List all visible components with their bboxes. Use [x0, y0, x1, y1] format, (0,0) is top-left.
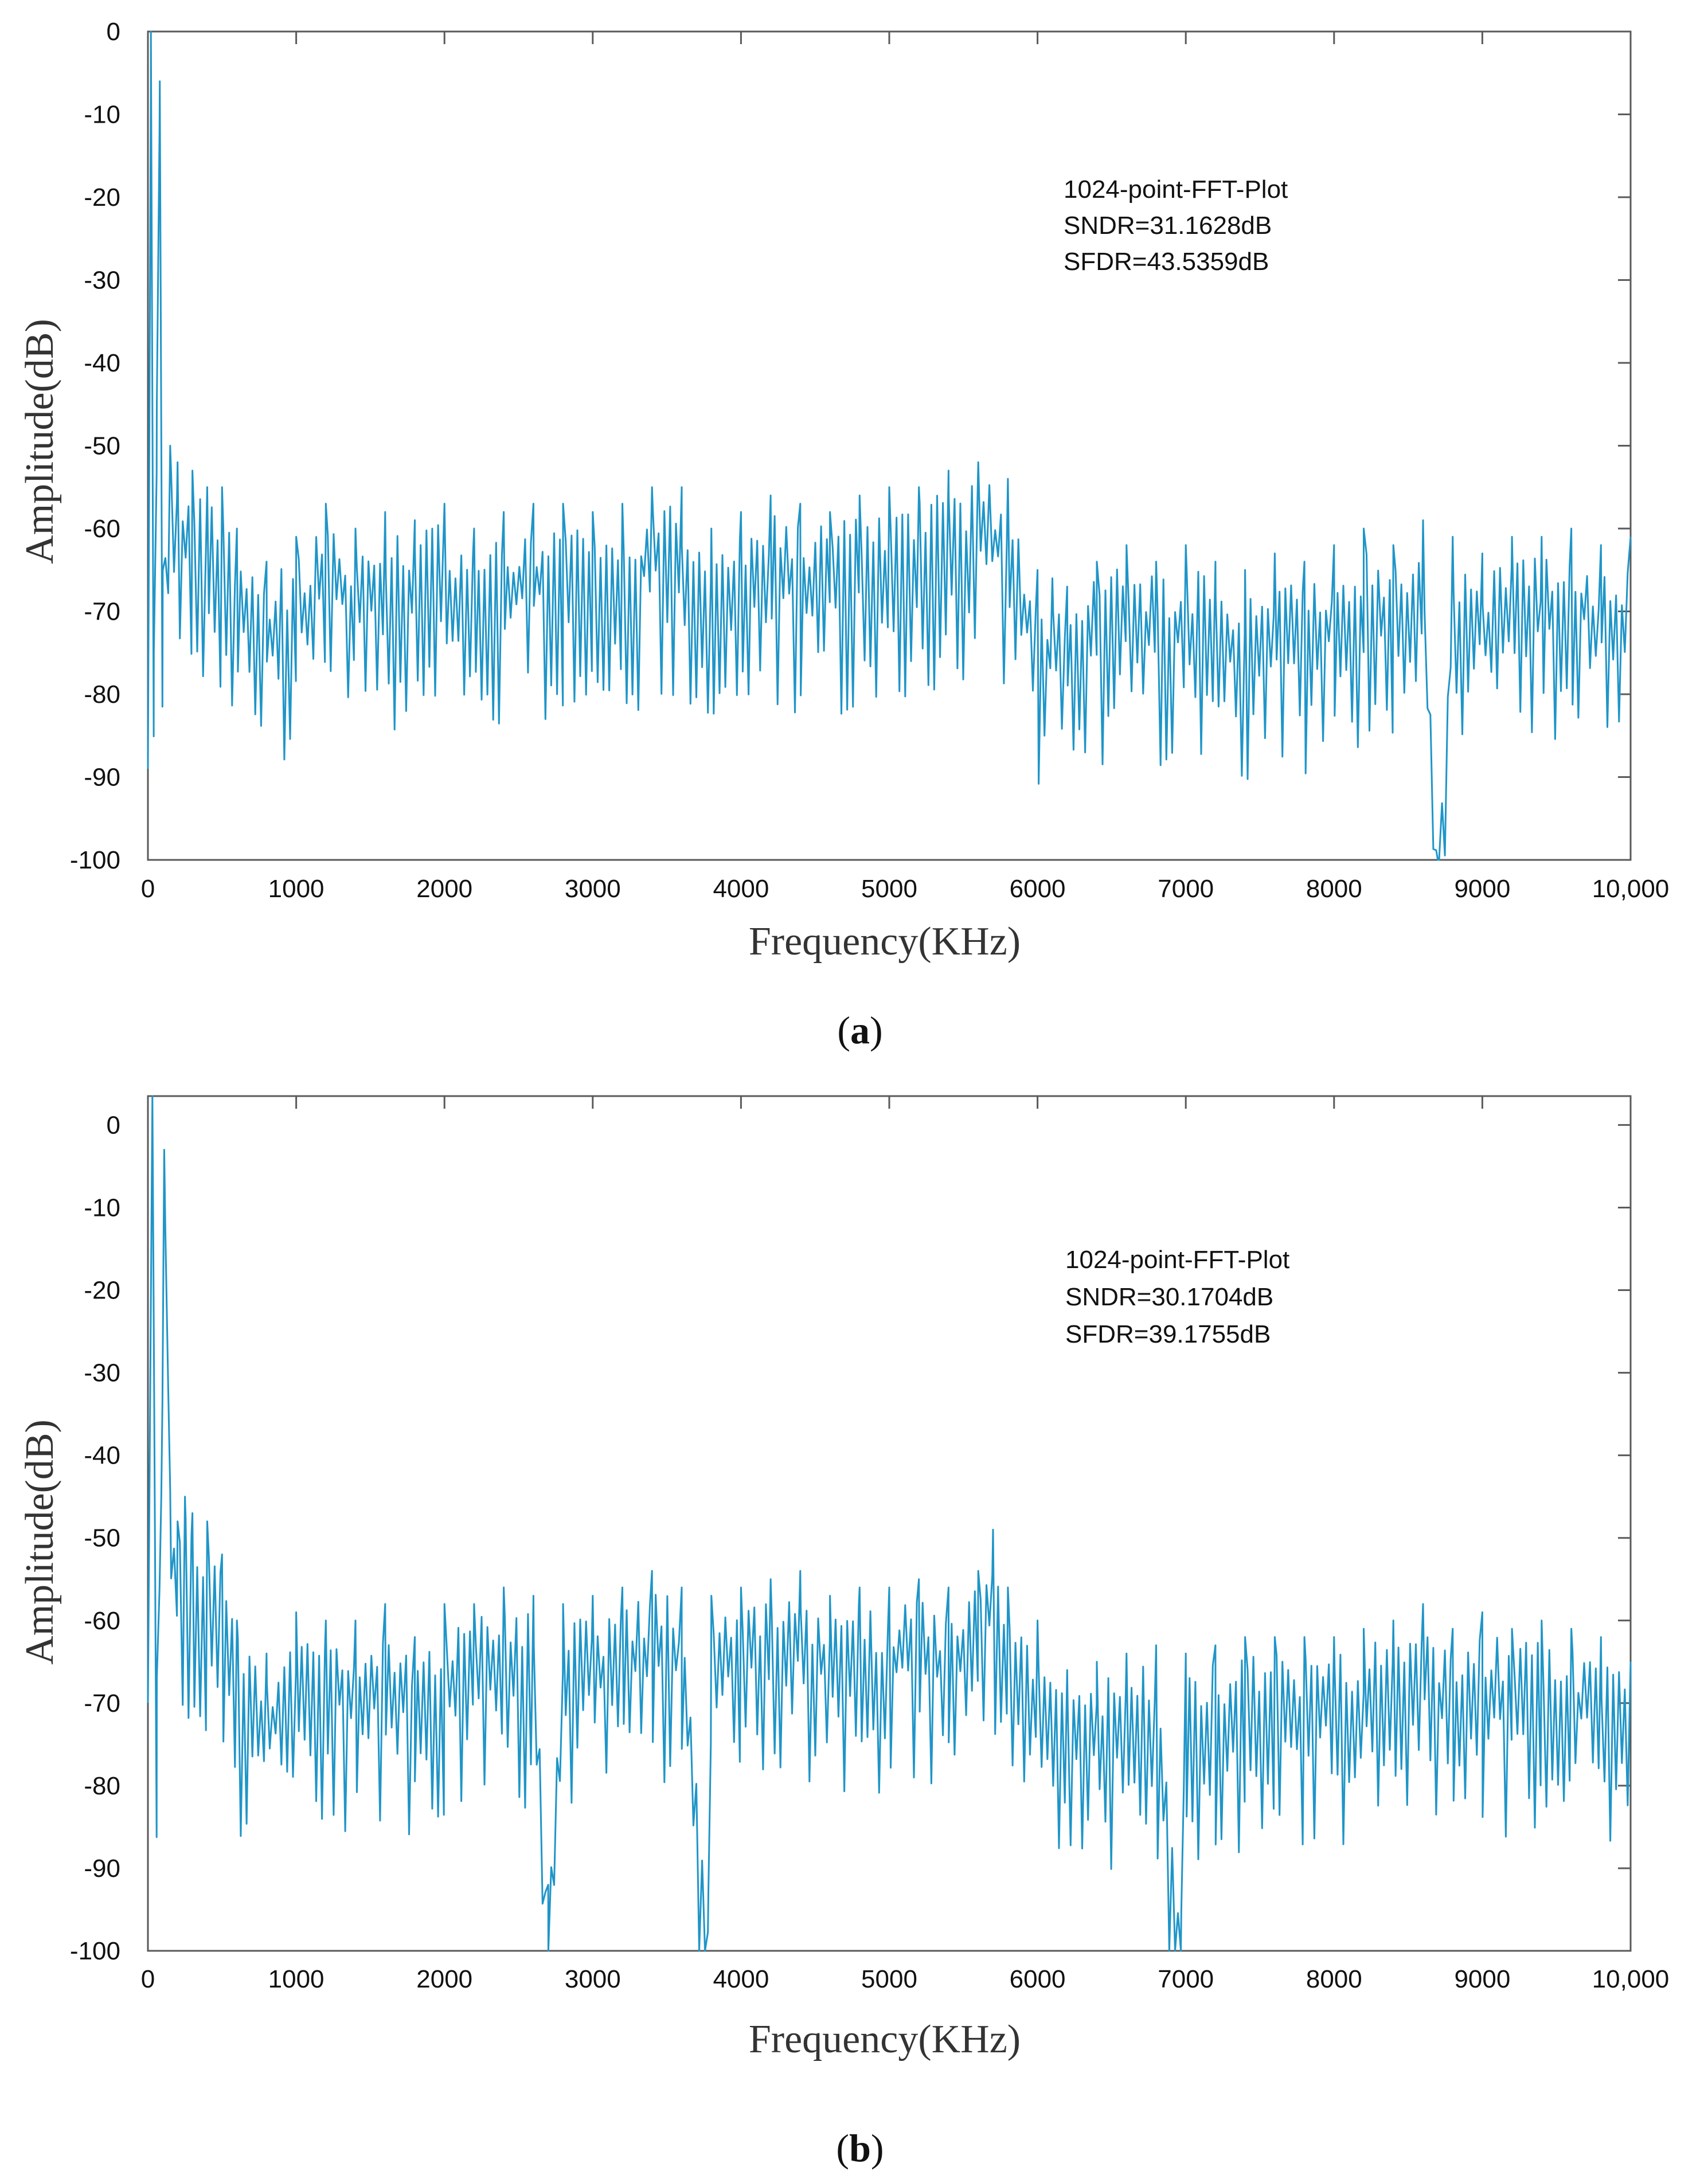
x-tick-label: 3000	[565, 875, 621, 903]
x-tick-labels-a: 0 1000 2000 3000 4000 5000 6000 7000 8000 9000 10,…	[141, 875, 1670, 903]
y-tick-label: -50	[84, 1524, 120, 1552]
x-tick-label: 2000	[416, 875, 472, 903]
y-tick-labels-b: 0 -10 -20 -30 -40 -50 -60 -70 -80 -90 -100	[70, 1111, 120, 1965]
x-tick-label: 7000	[1158, 875, 1214, 903]
y-tick-label: -60	[84, 515, 120, 543]
y-tick-label: -30	[84, 267, 120, 295]
annotation-sndr-b: SNDR=30.1704dB	[1065, 1283, 1273, 1311]
x-tick-label: 10,000	[1592, 875, 1670, 903]
x-tick-label: 10,000	[1592, 1965, 1670, 1993]
x-tick-label: 6000	[1010, 1965, 1066, 1993]
annotation-sfdr-b: SFDR=39.1755dB	[1065, 1320, 1271, 1348]
x-tick-label: 9000	[1454, 1965, 1510, 1993]
y-tick-label: -90	[84, 764, 120, 792]
x-tick-label: 4000	[713, 875, 769, 903]
y-tick-label: 0	[107, 18, 120, 46]
x-tick-label: 5000	[861, 1965, 917, 1993]
y-tick-label: -20	[84, 1277, 120, 1305]
plot-frame-b	[147, 1095, 1632, 1952]
y-tick-label: -70	[84, 1689, 120, 1718]
x-tick-label: 0	[141, 1965, 155, 1993]
x-tick-label: 3000	[565, 1965, 621, 1993]
y-tick-label: -40	[84, 1442, 120, 1470]
x-tick-label: 2000	[416, 1965, 472, 1993]
panel-a: 0 -10 -20 -30 -40 -50 -60 -70 -80 -90 -100 0 1000 20…	[18, 18, 1669, 1052]
x-axis-title-b: Frequency(KHz)	[749, 2017, 1021, 2061]
tick-marks-a	[147, 30, 1632, 861]
y-tick-labels-a: 0 -10 -20 -30 -40 -50 -60 -70 -80 -90 -100	[70, 18, 120, 874]
y-tick-label: -40	[84, 349, 120, 377]
x-tick-label: 1000	[268, 1965, 325, 1993]
y-tick-label: -90	[84, 1855, 120, 1883]
y-tick-label: -10	[84, 1194, 120, 1222]
x-tick-label: 6000	[1010, 875, 1066, 903]
y-tick-label: -30	[84, 1359, 120, 1387]
series-a	[147, 30, 1632, 861]
plot-frame-a	[147, 30, 1632, 861]
x-tick-label: 0	[141, 875, 155, 903]
y-tick-label: -100	[70, 1937, 120, 1965]
y-tick-label: -60	[84, 1607, 120, 1635]
y-tick-label: -10	[84, 101, 120, 129]
annotation-title-b: 1024-point-FFT-Plot	[1065, 1246, 1289, 1274]
y-axis-title-a: Amplitude(dB)	[18, 319, 62, 564]
tick-marks-b	[147, 1096, 1632, 1952]
y-tick-label: -80	[84, 680, 120, 709]
x-tick-label: 8000	[1306, 1965, 1362, 1993]
panel-b: 0 -10 -20 -30 -40 -50 -60 -70 -80 -90 -100 0 1000 20…	[18, 1095, 1670, 2170]
y-tick-label: -20	[84, 183, 120, 212]
y-axis-title-b: Amplitude(dB)	[18, 1419, 62, 1665]
y-tick-label: 0	[107, 1111, 120, 1139]
x-tick-labels-b: 0 1000 2000 3000 4000 5000 6000 7000 8000 9000 10,…	[141, 1965, 1670, 1993]
y-tick-label: -50	[84, 432, 120, 460]
x-axis-title-a: Frequency(KHz)	[749, 920, 1021, 964]
series-b	[147, 1095, 1632, 1952]
annotation-title-a: 1024-point-FFT-Plot	[1064, 175, 1288, 204]
series-line-fft-spectrum	[147, 30, 1632, 861]
y-tick-label: -80	[84, 1772, 120, 1800]
y-tick-label: -70	[84, 598, 120, 626]
x-tick-label: 5000	[861, 875, 917, 903]
panel-caption-a: (a)	[837, 1008, 882, 1052]
y-tick-label: -100	[70, 846, 120, 874]
series-line-fft-spectrum	[147, 1095, 1632, 1952]
x-tick-label: 4000	[713, 1965, 769, 1993]
annotation-sndr-a: SNDR=31.1628dB	[1064, 212, 1272, 240]
x-tick-label: 9000	[1454, 875, 1510, 903]
panel-caption-b: (b)	[836, 2126, 884, 2170]
x-tick-label: 7000	[1158, 1965, 1214, 1993]
annotation-sfdr-a: SFDR=43.5359dB	[1064, 248, 1269, 276]
x-tick-label: 1000	[268, 875, 325, 903]
x-tick-label: 8000	[1306, 875, 1362, 903]
